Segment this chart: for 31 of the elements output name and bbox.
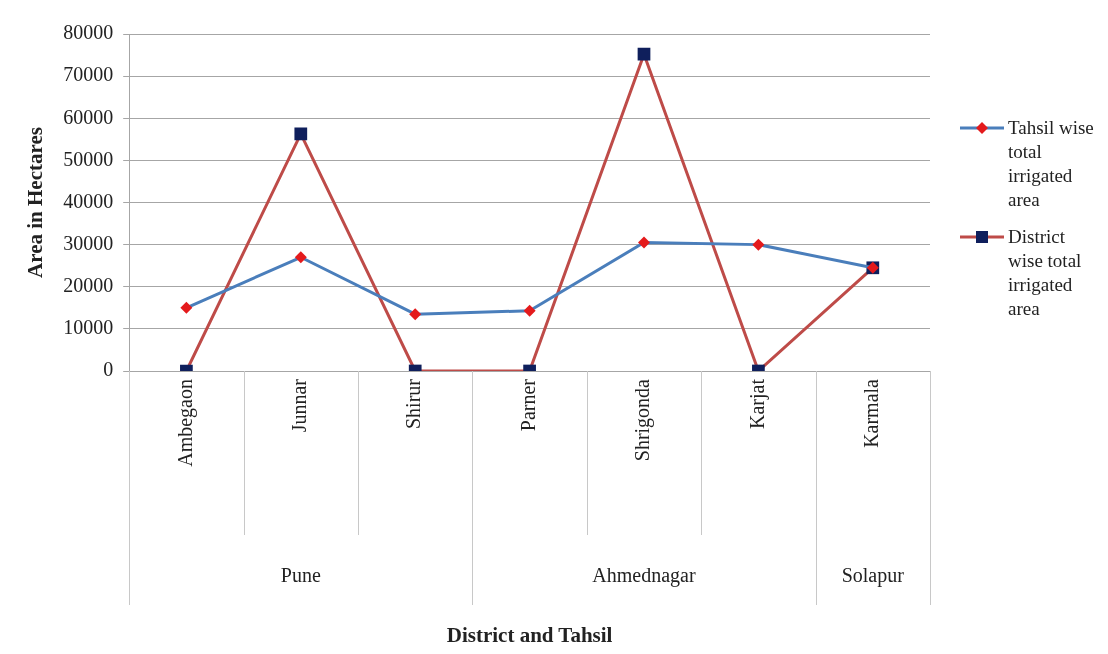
- text: Pune: [280, 564, 321, 587]
- point: [752, 238, 765, 251]
- x-tick-label: Karmala: [860, 378, 883, 448]
- point: [409, 308, 422, 321]
- x-tick-label: Parner: [516, 378, 539, 432]
- y-tick-label: 80000: [63, 21, 114, 44]
- x-tick-label: Karjat: [745, 378, 769, 429]
- point: [294, 251, 307, 264]
- point: [294, 127, 308, 141]
- x-tick-label: Shirur: [402, 378, 425, 429]
- legend-label: District wise total irrigated area: [1008, 225, 1083, 321]
- y-tick-label: 10000: [63, 316, 114, 339]
- text: Ahmednagar: [592, 564, 696, 588]
- x-tick-label: Ambegaon: [173, 379, 197, 467]
- text: Solapur: [841, 564, 905, 588]
- y-axis-title: Area in Hectares: [23, 127, 48, 278]
- y-tick-label: 70000: [63, 63, 114, 86]
- y-tick-label: 40000: [63, 189, 114, 212]
- point: [523, 304, 536, 317]
- y-tick-label: 20000: [63, 274, 114, 296]
- y-tick-label: 50000: [63, 147, 114, 170]
- text: District and Tahsil: [446, 623, 613, 648]
- point: [180, 301, 193, 314]
- y-tick-label: 60000: [63, 105, 114, 128]
- legend-label: Tahsil wise total irrigated area: [1008, 116, 1095, 212]
- x-tick-label: Shrigonda: [631, 378, 655, 462]
- point: [637, 47, 651, 61]
- y-tick-label: 0: [103, 358, 114, 381]
- y-tick-label: 30000: [63, 231, 114, 254]
- x-tick-label: Junnar: [288, 378, 311, 433]
- point: [638, 236, 650, 249]
